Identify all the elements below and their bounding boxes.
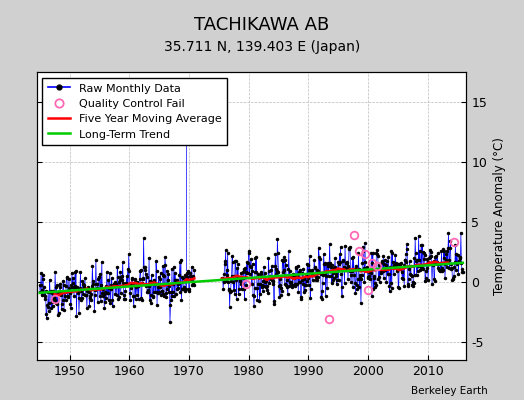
Text: 35.711 N, 139.403 E (Japan): 35.711 N, 139.403 E (Japan) xyxy=(164,40,360,54)
Y-axis label: Temperature Anomaly (°C): Temperature Anomaly (°C) xyxy=(493,137,506,295)
Text: Berkeley Earth: Berkeley Earth xyxy=(411,386,487,396)
Legend: Raw Monthly Data, Quality Control Fail, Five Year Moving Average, Long-Term Tren: Raw Monthly Data, Quality Control Fail, … xyxy=(42,78,227,145)
Text: TACHIKAWA AB: TACHIKAWA AB xyxy=(194,16,330,34)
